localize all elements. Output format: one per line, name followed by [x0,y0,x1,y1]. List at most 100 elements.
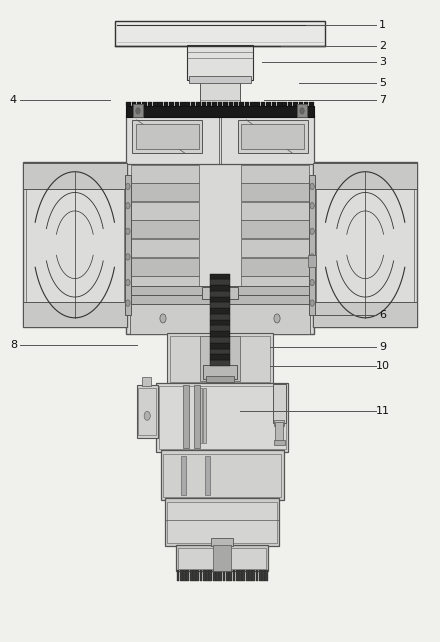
FancyBboxPatch shape [242,125,304,149]
FancyBboxPatch shape [164,102,169,107]
FancyBboxPatch shape [236,569,238,581]
FancyBboxPatch shape [273,384,286,424]
FancyBboxPatch shape [245,102,249,107]
FancyBboxPatch shape [187,569,189,581]
FancyBboxPatch shape [153,102,158,107]
FancyBboxPatch shape [246,569,249,581]
FancyBboxPatch shape [185,102,190,107]
FancyBboxPatch shape [313,162,418,327]
Circle shape [126,202,130,209]
FancyBboxPatch shape [228,102,233,107]
FancyBboxPatch shape [210,349,230,354]
Circle shape [126,183,130,189]
FancyBboxPatch shape [232,569,235,581]
FancyBboxPatch shape [180,102,184,107]
FancyBboxPatch shape [220,569,222,581]
FancyBboxPatch shape [211,537,233,546]
FancyBboxPatch shape [241,257,308,275]
Text: 8: 8 [10,340,17,351]
FancyBboxPatch shape [288,102,292,107]
FancyBboxPatch shape [216,569,219,581]
Circle shape [160,314,166,323]
FancyBboxPatch shape [158,102,163,107]
FancyBboxPatch shape [176,545,268,571]
FancyBboxPatch shape [165,498,279,546]
FancyBboxPatch shape [132,276,199,294]
FancyBboxPatch shape [297,105,307,117]
FancyBboxPatch shape [132,102,136,107]
FancyBboxPatch shape [241,220,308,238]
Circle shape [144,412,150,421]
FancyBboxPatch shape [126,295,314,304]
FancyBboxPatch shape [200,388,202,443]
FancyBboxPatch shape [210,360,230,366]
Text: 10: 10 [376,361,390,371]
FancyBboxPatch shape [210,325,230,331]
FancyBboxPatch shape [132,220,199,238]
FancyBboxPatch shape [202,287,238,299]
FancyBboxPatch shape [309,175,315,315]
FancyBboxPatch shape [262,569,265,581]
FancyBboxPatch shape [126,162,314,334]
Text: 4: 4 [10,95,17,105]
FancyBboxPatch shape [304,102,308,107]
FancyBboxPatch shape [271,102,276,107]
FancyBboxPatch shape [249,569,252,581]
Circle shape [126,300,130,306]
FancyBboxPatch shape [210,308,230,314]
FancyBboxPatch shape [210,279,230,285]
FancyBboxPatch shape [210,320,230,325]
FancyBboxPatch shape [167,501,277,543]
FancyBboxPatch shape [200,336,240,381]
FancyBboxPatch shape [142,377,150,386]
FancyBboxPatch shape [209,569,213,581]
FancyBboxPatch shape [132,202,199,220]
FancyBboxPatch shape [274,420,285,426]
FancyBboxPatch shape [241,295,308,313]
FancyBboxPatch shape [207,102,212,107]
FancyBboxPatch shape [241,202,308,220]
FancyBboxPatch shape [169,102,174,107]
FancyBboxPatch shape [241,239,308,257]
FancyBboxPatch shape [223,102,227,107]
FancyBboxPatch shape [176,569,180,581]
FancyBboxPatch shape [265,569,268,581]
FancyBboxPatch shape [206,376,234,383]
FancyBboxPatch shape [210,302,230,308]
FancyBboxPatch shape [22,302,127,327]
FancyBboxPatch shape [183,385,189,448]
FancyBboxPatch shape [22,162,127,327]
FancyBboxPatch shape [234,102,238,107]
FancyBboxPatch shape [189,76,251,83]
FancyBboxPatch shape [137,102,141,107]
FancyBboxPatch shape [241,183,308,201]
FancyBboxPatch shape [210,331,230,337]
FancyBboxPatch shape [210,314,230,320]
FancyBboxPatch shape [241,276,308,294]
Circle shape [310,202,314,209]
FancyBboxPatch shape [191,102,195,107]
FancyBboxPatch shape [210,354,230,360]
FancyBboxPatch shape [193,569,196,581]
FancyBboxPatch shape [309,102,314,107]
FancyBboxPatch shape [196,102,201,107]
FancyBboxPatch shape [137,385,158,438]
FancyBboxPatch shape [210,337,230,343]
Circle shape [126,279,130,286]
Circle shape [300,108,304,114]
Text: 9: 9 [379,342,386,352]
Text: 11: 11 [376,406,390,415]
FancyBboxPatch shape [126,102,131,107]
FancyBboxPatch shape [200,569,202,581]
FancyBboxPatch shape [126,116,314,117]
FancyBboxPatch shape [210,291,230,297]
FancyBboxPatch shape [136,125,198,149]
FancyBboxPatch shape [210,297,230,302]
Text: 3: 3 [379,56,386,67]
FancyBboxPatch shape [274,440,285,446]
FancyBboxPatch shape [161,451,284,500]
FancyBboxPatch shape [282,102,287,107]
Circle shape [310,228,314,234]
FancyBboxPatch shape [313,164,418,189]
FancyBboxPatch shape [206,569,209,581]
